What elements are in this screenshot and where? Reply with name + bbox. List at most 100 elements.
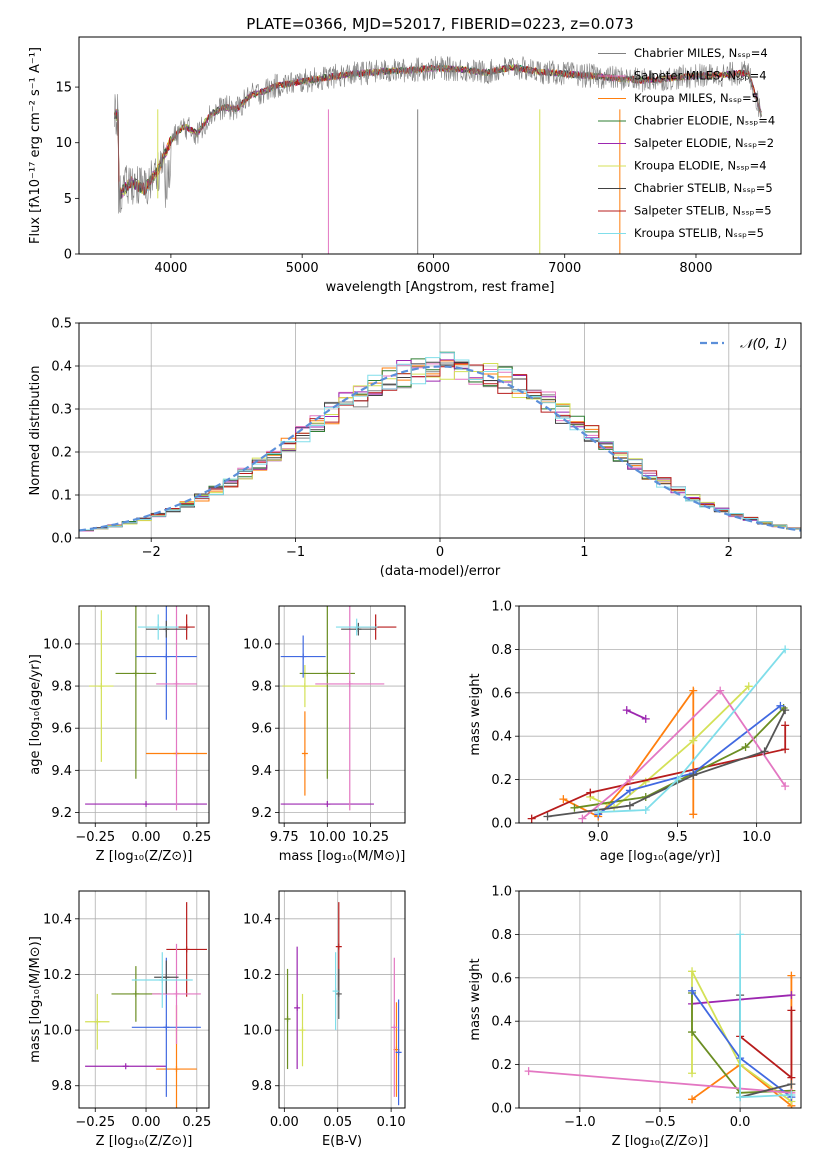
figure-title: PLATE=0366, MJD=52017, FIBERID=0223, z=0… (246, 15, 633, 33)
y-tick-label: 0.0 (51, 532, 72, 547)
y-tick-label: 10.0 (43, 637, 72, 652)
x-tick-label: 4000 (154, 261, 187, 276)
weight-line (739, 934, 792, 1099)
data-point (155, 624, 162, 631)
x-tick-label: 0.00 (132, 1115, 161, 1130)
axes-frame (78, 890, 210, 1109)
y-tick-label: 0.4 (51, 360, 72, 375)
weight-vs-age-panel: 9.0 9.5 10.0 0.0 0.2 0.4 0.6 0.8 1.0 age [log₁₀(a… (468, 600, 802, 864)
plot-area (85, 902, 207, 1108)
legend-label: Salpeter MILES, Nₛₛₚ=4 (634, 69, 767, 83)
weight-line (739, 1010, 793, 1080)
y-tick-label: 0.2 (491, 1058, 512, 1073)
weight-line (597, 705, 781, 816)
data-point (132, 670, 139, 677)
x-tick-label: −0.25 (75, 1115, 115, 1130)
data-point (301, 683, 308, 690)
weight-marker (641, 714, 650, 723)
y-tick-label: 9.2 (251, 806, 272, 821)
weight-marker (586, 788, 595, 797)
x-tick-label: 7000 (548, 261, 581, 276)
weight-marker (781, 782, 790, 791)
plot-area (113, 56, 762, 254)
legend-label: Kroupa ELODIE, Nₛₛₚ=4 (634, 159, 767, 173)
y-tick-label: 9.6 (251, 722, 272, 737)
weight-marker (776, 701, 785, 710)
x-tick-label: 1 (580, 545, 588, 560)
weight-marker (689, 686, 698, 695)
residual-histogram-panel: −2 −1 0 1 2 0.0 0.1 0.2 0.3 0.4 0.5 (data-model)/er… (28, 317, 802, 579)
x-axis-label: (data-model)/error (380, 564, 501, 579)
y-tick-label: 9.6 (51, 722, 72, 737)
data-point (324, 670, 331, 677)
y-tick-label: 5 (64, 192, 72, 207)
y-tick-label: 0.8 (491, 928, 512, 943)
data-point (98, 683, 105, 690)
weight-marker (688, 986, 697, 995)
weight-line (739, 995, 792, 1099)
y-tick-label: 0.4 (491, 1015, 512, 1030)
axes-frame (78, 36, 802, 255)
weight-marker (578, 814, 587, 823)
weight-marker (688, 967, 697, 976)
legend-label: 𝒩(0, 1) (740, 337, 787, 352)
x-tick-label: 0.00 (270, 1115, 299, 1130)
x-tick-label: 5000 (286, 261, 319, 276)
x-tick-label: 0.25 (182, 1115, 211, 1130)
y-axis-label: age [log₁₀(age/yr)] (28, 654, 43, 775)
x-tick-label: 0.00 (132, 830, 161, 845)
y-tick-label: 9.4 (251, 764, 272, 779)
x-tick-label: 0.05 (323, 1115, 352, 1130)
data-point (94, 1018, 101, 1025)
data-point (163, 974, 170, 981)
x-tick-label: −1 (286, 545, 305, 560)
data-point (301, 750, 308, 757)
weight-marker (641, 805, 650, 814)
y-tick-label: 10.2 (43, 968, 72, 983)
plot-area (280, 606, 397, 811)
age-vs-metallicity-panel: −0.25 0.00 0.25 9.2 9.4 9.6 9.8 10.0 Z [log₁₀(Z/… (28, 605, 211, 864)
weight-marker (781, 645, 790, 654)
x-tick-label: 10.0 (742, 830, 771, 845)
y-tick-label: 9.8 (251, 680, 272, 695)
y-tick-label: 0.5 (51, 317, 72, 332)
y-tick-label: 10 (55, 136, 72, 151)
plot-area (85, 606, 207, 811)
weight-marker (689, 810, 698, 819)
data-point (299, 1027, 306, 1034)
weight-marker (689, 736, 698, 745)
legend-label: Chabrier ELODIE, Nₛₛₚ=4 (634, 114, 775, 128)
x-tick-label: 10.25 (352, 830, 389, 845)
spectrum-panel: 4000 5000 6000 7000 8000 0 5 10 15 wavelength [An… (28, 36, 802, 295)
y-tick-label: 0.6 (491, 971, 512, 986)
y-tick-label: 1.0 (491, 885, 512, 900)
data-point (332, 988, 339, 995)
weight-marker (622, 706, 631, 715)
axes-frame (278, 890, 406, 1109)
weight-marker (673, 775, 682, 784)
y-tick-label: 0.3 (51, 403, 72, 418)
x-tick-label: 8000 (679, 261, 712, 276)
data-point (324, 801, 331, 808)
weight-marker (787, 1080, 796, 1089)
weight-marker (736, 1093, 745, 1102)
weight-marker (736, 930, 745, 939)
weight-line (589, 685, 750, 809)
data-point (159, 977, 166, 984)
y-tick-label: 9.8 (51, 680, 72, 695)
x-tick-label: 0.25 (182, 830, 211, 845)
weight-line (626, 709, 647, 720)
y-tick-label: 0.2 (491, 773, 512, 788)
plot-area (527, 645, 790, 823)
weight-vs-metallicity-panel: −1.0 −0.5 0.0 0.0 0.2 0.4 0.6 0.8 1.0 Z [log₁₀(Z/… (468, 885, 802, 1149)
weight-marker (625, 801, 634, 810)
x-tick-label: −0.25 (75, 830, 115, 845)
legend-label: Salpeter STELIB, Nₛₛₚ=5 (634, 204, 772, 218)
x-axis-label: E(B-V) (322, 1134, 362, 1149)
x-tick-label: 9.5 (667, 830, 688, 845)
x-tick-label: −0.5 (644, 1115, 676, 1130)
weight-marker (570, 803, 579, 812)
y-tick-label: 0.0 (491, 817, 512, 832)
data-point (173, 1066, 180, 1073)
data-point (183, 946, 190, 953)
